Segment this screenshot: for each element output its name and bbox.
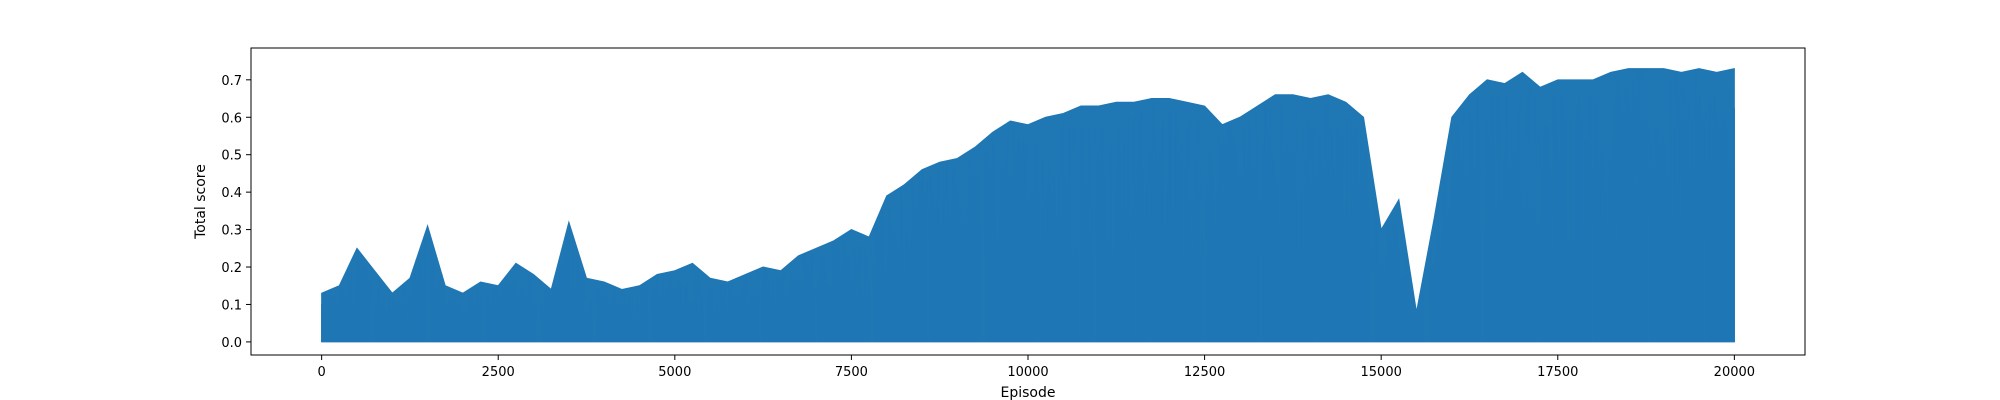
y-tick-label: 0.5 (221, 149, 242, 164)
x-tick-label: 15000 (1361, 365, 1402, 380)
y-tick-label: 0.2 (221, 261, 242, 276)
y-axis-label: Total score (193, 164, 209, 240)
x-axis: 0 2500 5000 7500 10000 12500 15000 17500 20000 (317, 355, 1755, 380)
y-tick-label: 0.1 (221, 298, 242, 313)
plot-area (321, 67, 1735, 343)
x-tick-label: 5000 (658, 365, 691, 380)
y-tick-label: 0.0 (221, 336, 242, 351)
series-line (321, 69, 1735, 342)
y-tick-label: 0.3 (221, 224, 242, 239)
y-tick-label: 0.4 (221, 186, 242, 201)
x-axis-label: Episode (1001, 385, 1056, 400)
x-tick-label: 2500 (482, 365, 515, 380)
x-tick-label: 20000 (1714, 365, 1755, 380)
x-tick-label: 7500 (835, 365, 868, 380)
x-tick-label: 0 (317, 365, 325, 380)
y-tick-label: 0.6 (221, 111, 242, 126)
x-tick-label: 12500 (1184, 365, 1225, 380)
x-tick-label: 17500 (1537, 365, 1578, 380)
x-tick-label: 10000 (1007, 365, 1048, 380)
y-tick-label: 0.7 (221, 74, 242, 89)
y-axis: 0.0 0.1 0.2 0.3 0.4 0.5 0.6 0.7 (221, 74, 251, 351)
